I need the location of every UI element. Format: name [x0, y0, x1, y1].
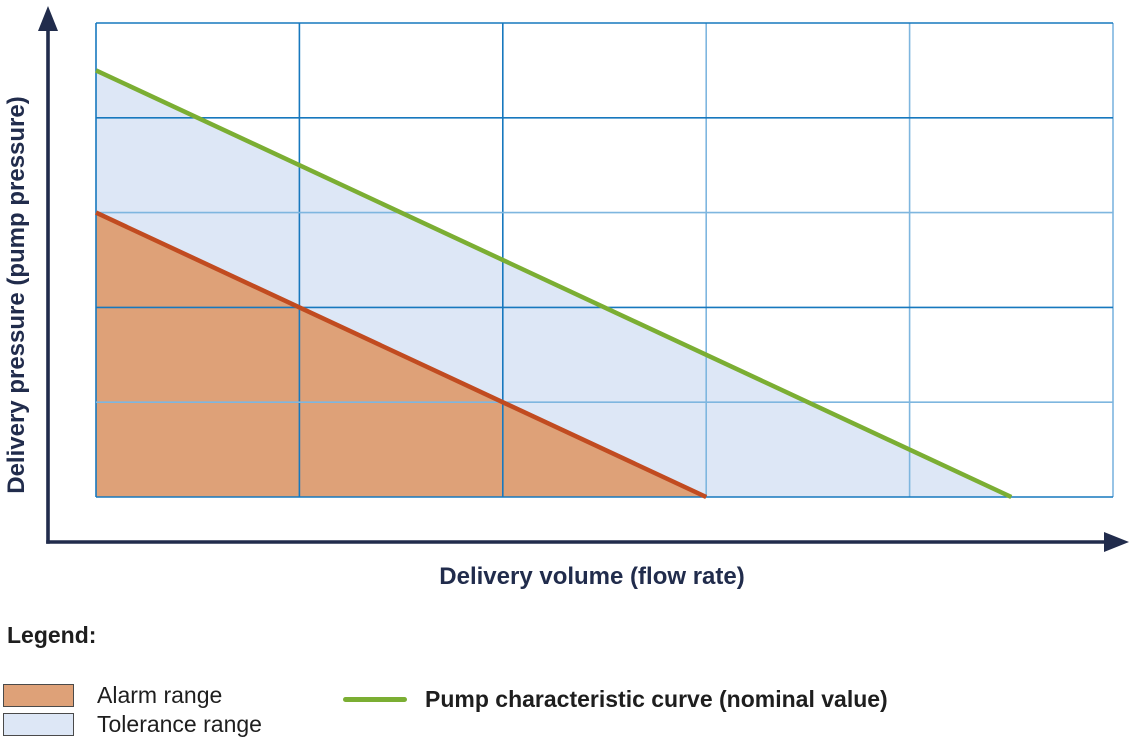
legend-label-tolerance-range: Tolerance range: [97, 711, 262, 737]
y-axis-label: Delivery pressure (pump pressure): [3, 96, 30, 494]
series-alarm-limit-curve: [95, 210, 708, 500]
legend-label-alarm-range: Alarm range: [97, 682, 223, 708]
nominal-curve-line-swatch: [343, 697, 407, 702]
y-axis-arrowhead: [38, 6, 58, 31]
legend-label-nominal-curve: Pump characteristic curve (nominal value…: [425, 686, 888, 712]
x-axis-arrowhead: [1104, 532, 1129, 552]
alarm-range-swatch: [3, 684, 74, 707]
tolerance-range-swatch: [3, 713, 74, 736]
legend-title: Legend:: [7, 622, 97, 648]
x-axis-label: Delivery volume (flow rate): [439, 563, 745, 590]
series-pump-characteristic-curve-nominal-value: [95, 68, 1013, 500]
